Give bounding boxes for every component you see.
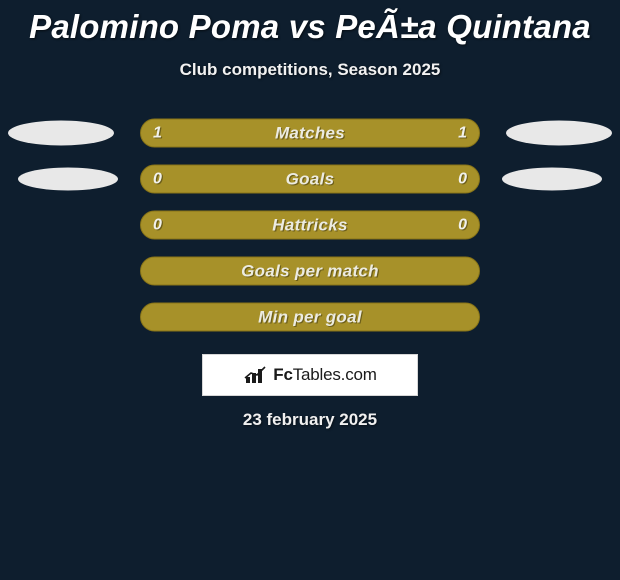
stat-row-goals-per-match: Goals per match	[0, 248, 620, 294]
stat-value-left: 1	[153, 124, 162, 142]
logo-suffix: .com	[341, 365, 377, 384]
stat-bar: Goals per match	[140, 257, 480, 286]
subtitle: Club competitions, Season 2025	[0, 60, 620, 80]
source-logo: FcTables.com	[202, 354, 418, 396]
stat-value-right: 0	[458, 216, 467, 234]
bar-chart-icon	[243, 364, 269, 386]
player2-marker	[506, 121, 612, 146]
stat-bar: 1 Matches 1	[140, 119, 480, 148]
player2-marker	[502, 168, 602, 191]
player1-marker	[18, 168, 118, 191]
stat-label: Goals per match	[241, 261, 379, 281]
stat-row-goals: 0 Goals 0	[0, 156, 620, 202]
stat-value-right: 1	[458, 124, 467, 142]
date-label: 23 february 2025	[0, 410, 620, 430]
player1-marker	[8, 121, 114, 146]
comparison-title: Palomino Poma vs PeÃ±a Quintana	[0, 0, 620, 46]
stat-label: Hattricks	[272, 215, 347, 235]
stats-area: 1 Matches 1 0 Goals 0 0 Hattricks 0 Goal…	[0, 110, 620, 340]
stat-label: Min per goal	[258, 307, 362, 327]
stat-row-hattricks: 0 Hattricks 0	[0, 202, 620, 248]
stat-value-right: 0	[458, 170, 467, 188]
stat-row-matches: 1 Matches 1	[0, 110, 620, 156]
stat-bar: 0 Hattricks 0	[140, 211, 480, 240]
stat-value-left: 0	[153, 216, 162, 234]
vs-label: vs	[289, 8, 326, 45]
stat-row-min-per-goal: Min per goal	[0, 294, 620, 340]
stat-bar: 0 Goals 0	[140, 165, 480, 194]
stat-label: Matches	[275, 123, 345, 143]
player2-name: PeÃ±a Quintana	[335, 8, 591, 45]
player1-name: Palomino Poma	[29, 8, 279, 45]
logo-text: FcTables.com	[273, 365, 376, 385]
stat-bar: Min per goal	[140, 303, 480, 332]
stat-value-left: 0	[153, 170, 162, 188]
logo-bold: Fc	[273, 365, 292, 384]
stat-label: Goals	[286, 169, 335, 189]
logo-rest: Tables	[293, 365, 341, 384]
